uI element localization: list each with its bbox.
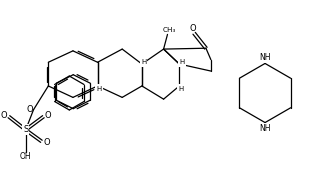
Text: H: H bbox=[178, 86, 184, 92]
Text: NH: NH bbox=[259, 124, 271, 133]
Text: H: H bbox=[97, 86, 102, 92]
Text: S: S bbox=[23, 125, 28, 134]
Text: NH: NH bbox=[259, 53, 271, 62]
Text: O: O bbox=[27, 105, 34, 114]
Text: OH: OH bbox=[20, 152, 32, 161]
Text: O: O bbox=[43, 138, 50, 147]
Text: H: H bbox=[141, 59, 146, 65]
Text: O: O bbox=[45, 110, 52, 120]
Text: O: O bbox=[1, 110, 7, 120]
Text: O: O bbox=[189, 24, 196, 33]
Text: CH₃: CH₃ bbox=[163, 28, 176, 33]
Text: H: H bbox=[179, 59, 185, 65]
